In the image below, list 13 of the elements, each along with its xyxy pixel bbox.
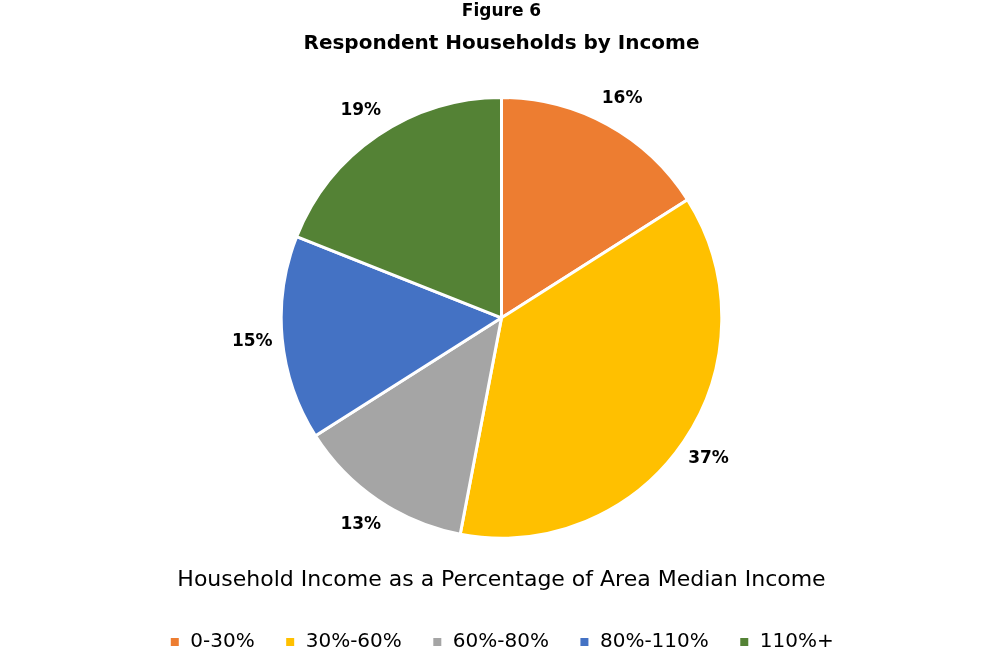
legend-label: 80%-110% <box>599 628 709 653</box>
data-label: 19% <box>340 99 382 120</box>
data-label: 37% <box>688 446 729 467</box>
caption: Figure 6 <box>460 0 543 22</box>
legend-label: 110%+ <box>759 628 834 653</box>
legend-label: 60%-80% <box>452 628 549 653</box>
data-label: 16% <box>601 86 643 107</box>
legend-label: 30%-60% <box>305 628 402 653</box>
data-label: 13% <box>340 513 382 534</box>
legend-label: 0-30% <box>190 628 255 653</box>
legend-title: Household Income as a Percentage of Area Median Income <box>177 566 826 592</box>
data-label: 15% <box>231 329 273 350</box>
chart-title: Respondent Households by Income <box>303 30 700 55</box>
